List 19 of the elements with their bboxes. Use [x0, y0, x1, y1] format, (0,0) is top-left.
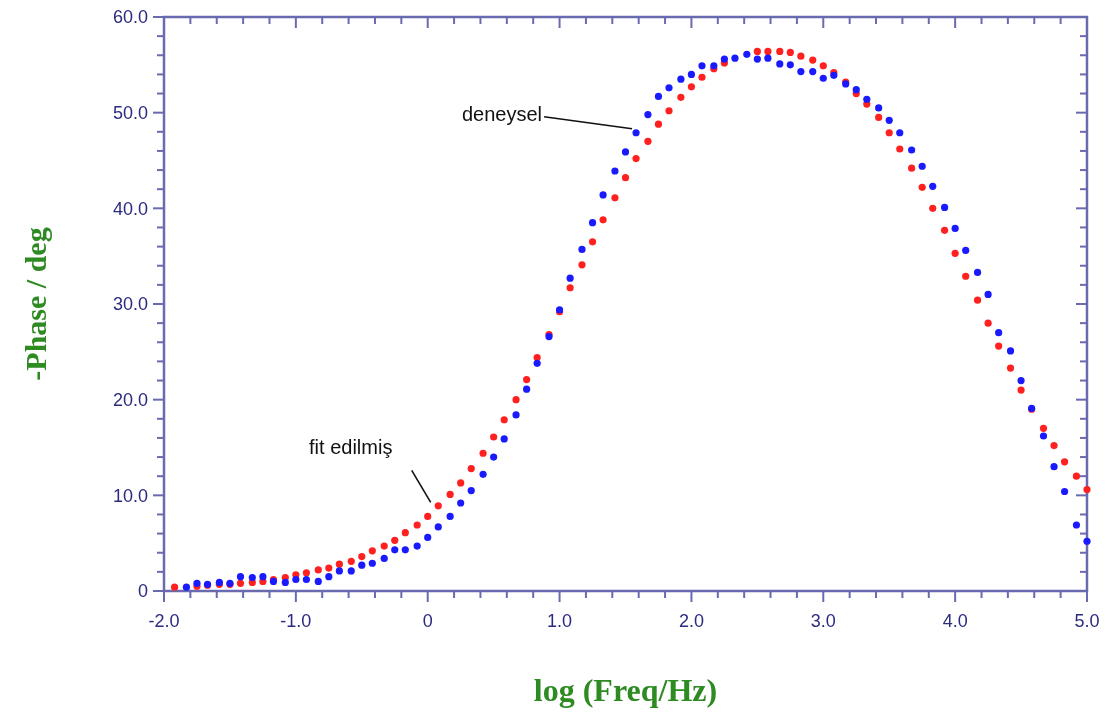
y-tick-label: 10.0: [112, 485, 148, 506]
x-tick-label: 0: [422, 611, 433, 631]
y-tick-label: 0: [137, 581, 148, 602]
x-axis-title: log (Freq/Hz): [533, 672, 718, 708]
x-tick-label: -2.0: [148, 611, 180, 631]
y-tick-label: 40.0: [112, 198, 148, 219]
x-tick-label: 2.0: [678, 611, 704, 631]
y-axis-title: -Phase / deg: [19, 227, 52, 381]
text: fit edilmiş: [309, 436, 393, 459]
x-tick-label: -1.0: [280, 611, 312, 631]
y-tick-label: 50.0: [112, 102, 148, 123]
x-tick-label: 4.0: [942, 611, 968, 631]
text: deneysel: [461, 102, 543, 125]
x-tick-label: 5.0: [1074, 611, 1100, 631]
y-tick-label: 20.0: [112, 389, 148, 410]
y-tick-label: 30.0: [112, 294, 148, 315]
x-tick-label: 3.0: [810, 611, 836, 631]
x-tick-label: 1.0: [547, 611, 573, 631]
y-tick-label: 60.0: [112, 7, 148, 28]
